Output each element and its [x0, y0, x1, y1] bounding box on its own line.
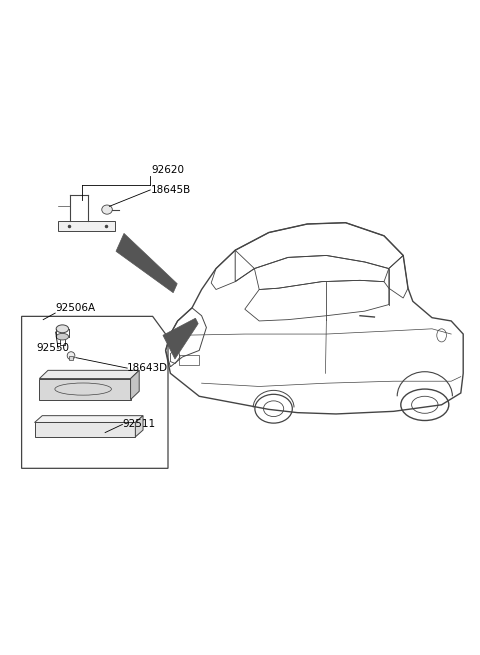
Polygon shape	[135, 416, 143, 437]
Text: 92511: 92511	[122, 419, 156, 430]
Polygon shape	[39, 370, 139, 379]
Text: 92620: 92620	[151, 165, 184, 176]
Polygon shape	[131, 370, 139, 400]
Polygon shape	[163, 318, 198, 359]
Ellipse shape	[56, 325, 69, 333]
Polygon shape	[116, 233, 177, 293]
Polygon shape	[58, 221, 115, 231]
Text: 92550: 92550	[36, 343, 69, 354]
Polygon shape	[35, 416, 143, 422]
Polygon shape	[35, 422, 135, 437]
Text: 92506A: 92506A	[55, 303, 96, 313]
Text: 18645B: 18645B	[151, 185, 192, 195]
Ellipse shape	[56, 333, 69, 340]
Bar	[69, 356, 73, 360]
Ellipse shape	[67, 352, 75, 360]
Polygon shape	[39, 379, 131, 400]
Text: 18643D: 18643D	[127, 363, 168, 373]
Ellipse shape	[102, 205, 112, 214]
